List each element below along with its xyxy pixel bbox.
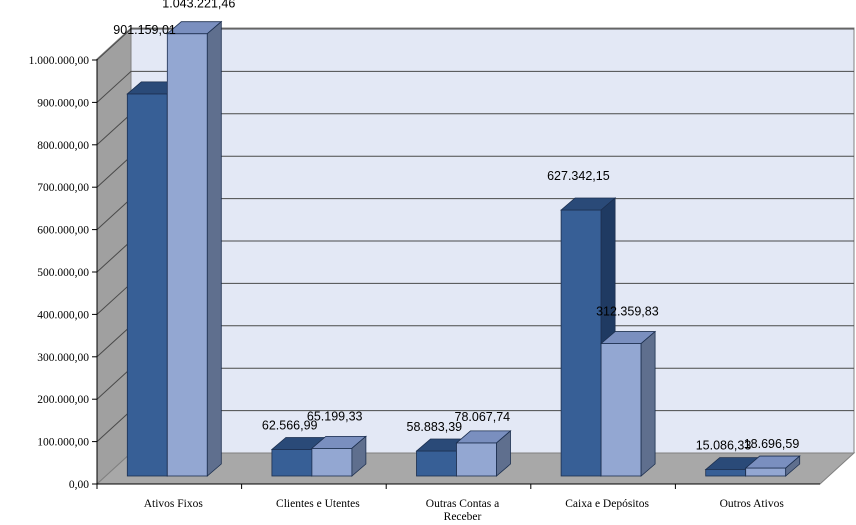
bar-side bbox=[785, 455, 801, 477]
x-axis: Ativos Fixos Clientes e Utentes Outras Con… bbox=[96, 483, 820, 523]
data-label: 627.342,15 bbox=[547, 169, 610, 183]
bar bbox=[126, 93, 168, 477]
data-label: 78.067,74 bbox=[455, 410, 511, 424]
data-label: 18.696,59 bbox=[744, 437, 800, 451]
bar bbox=[560, 209, 602, 477]
y-tick-label: 600.000,00 bbox=[37, 225, 89, 237]
y-tick-label: 300.000,00 bbox=[37, 352, 89, 364]
x-tick-label: Outros Ativos bbox=[720, 498, 785, 510]
bar-side bbox=[206, 20, 222, 477]
bar-side bbox=[351, 435, 367, 477]
data-label: 62.566,99 bbox=[262, 418, 318, 432]
data-label: 65.199,33 bbox=[307, 409, 363, 423]
gridline bbox=[96, 70, 854, 103]
bar bbox=[311, 447, 353, 477]
y-tick-label: 0,00 bbox=[69, 479, 89, 491]
bar bbox=[600, 343, 642, 477]
data-label: 901.159,01 bbox=[113, 23, 176, 37]
bars bbox=[126, 20, 801, 477]
data-labels: 901.159,01 1.043.221,46 62.566,9965.199,33… bbox=[113, 0, 799, 453]
bar bbox=[456, 442, 497, 477]
gridline bbox=[96, 28, 854, 61]
y-tick-label: 1.000.000,00 bbox=[29, 55, 90, 67]
y-tick-label: 400.000,00 bbox=[37, 309, 89, 321]
bar bbox=[745, 467, 787, 477]
y-tick-label: 700.000,00 bbox=[37, 182, 89, 194]
y-tick-label: 800.000,00 bbox=[37, 140, 89, 152]
y-tick-label: 200.000,00 bbox=[37, 394, 89, 406]
bar-side bbox=[640, 330, 656, 477]
x-tick-label: Ativos Fixos bbox=[144, 498, 204, 510]
data-label: 15.086,33 bbox=[696, 439, 752, 453]
bar-side bbox=[496, 430, 511, 477]
x-tick-label: Clientes e Utentes bbox=[276, 498, 360, 510]
y-axis: 0,00 100.000,00 200.000,00 300.000,00 400.00… bbox=[29, 55, 98, 491]
data-label: 1.043.221,46 bbox=[162, 0, 235, 11]
x-tick-label: Caixa e Depósitos bbox=[565, 498, 649, 510]
y-tick-label: 900.000,00 bbox=[37, 97, 89, 109]
y-tick-label: 500.000,00 bbox=[37, 267, 89, 279]
bar bbox=[166, 33, 208, 477]
data-label: 312.359,83 bbox=[596, 305, 659, 319]
y-tick-label: 100.000,00 bbox=[37, 437, 89, 449]
data-label: 58.883,39 bbox=[407, 420, 463, 434]
bar bbox=[705, 469, 747, 477]
bar bbox=[271, 449, 313, 477]
x-tick-label: Receber bbox=[444, 511, 482, 523]
bar bbox=[416, 450, 457, 477]
x-tick-label: Outras Contas a bbox=[426, 498, 499, 510]
